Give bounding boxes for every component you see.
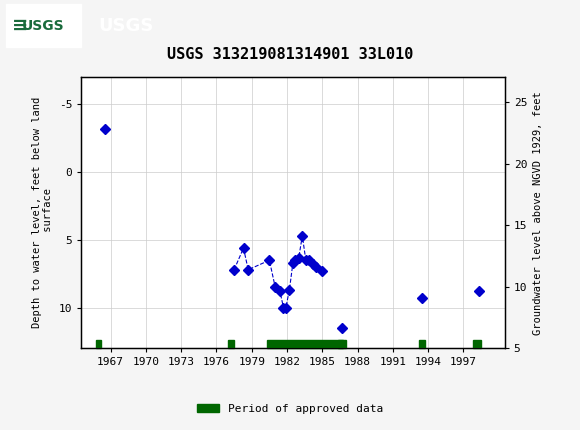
Text: USGS 313219081314901 33L010: USGS 313219081314901 33L010: [167, 47, 413, 62]
Bar: [96, 340, 101, 348]
Bar: [338, 340, 343, 348]
Y-axis label: Depth to water level, feet below land
 surface: Depth to water level, feet below land su…: [31, 97, 53, 329]
Legend: Period of approved data: Period of approved data: [193, 399, 387, 418]
Text: USGS: USGS: [22, 19, 65, 33]
Bar: [228, 340, 234, 348]
Bar: [419, 340, 425, 348]
FancyBboxPatch shape: [6, 4, 81, 47]
Y-axis label: Groundwater level above NGVD 1929, feet: Groundwater level above NGVD 1929, feet: [532, 91, 543, 335]
Text: ≡: ≡: [12, 16, 28, 35]
Bar: [267, 340, 346, 348]
Bar: [473, 340, 481, 348]
Text: USGS: USGS: [99, 17, 154, 35]
